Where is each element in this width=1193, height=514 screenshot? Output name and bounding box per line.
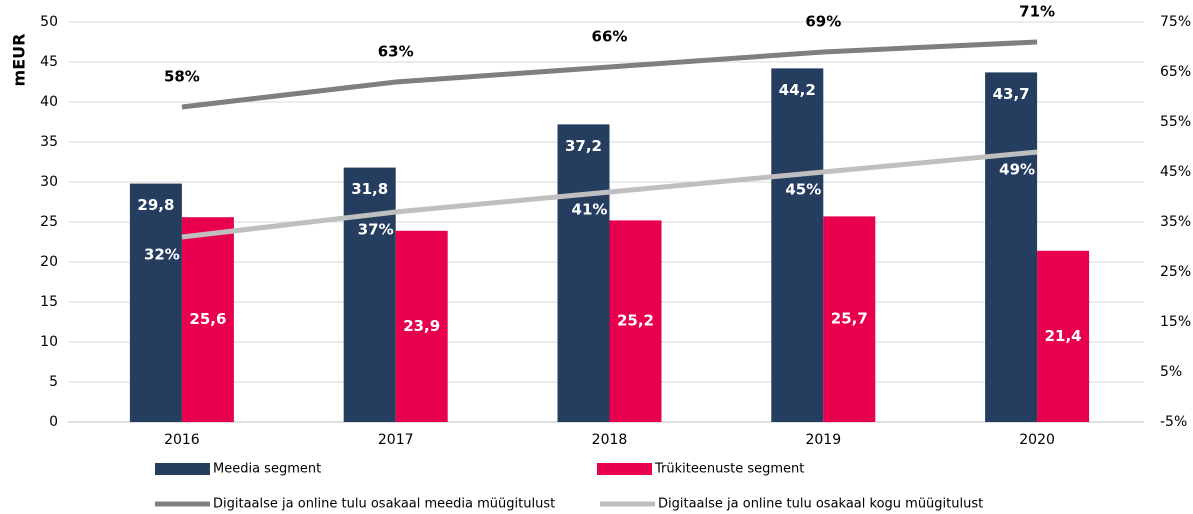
legend-label: Trükiteenuste segment (654, 462, 804, 477)
x-tick-label: 2018 (592, 432, 628, 448)
data-label: 32% (144, 246, 180, 264)
data-label: 58% (164, 68, 200, 86)
y2-tick-label: 75% (1160, 14, 1191, 30)
y-tick-label: 50 (40, 14, 58, 30)
data-label: 66% (592, 28, 628, 46)
y2-tick-label: 35% (1160, 214, 1191, 230)
y2-tick-label: 15% (1160, 314, 1191, 330)
data-label: 23,9 (403, 317, 440, 335)
y2-tick-label: 65% (1160, 64, 1191, 80)
y-tick-label: 30 (40, 174, 58, 190)
y-tick-label: 25 (40, 214, 58, 230)
y2-tick-label: 55% (1160, 114, 1191, 130)
data-label: 71% (1019, 3, 1055, 21)
y-axis-label: mEUR (10, 34, 29, 87)
y-tick-label: 0 (49, 414, 58, 430)
bar (985, 72, 1038, 423)
y-tick-label: 10 (40, 334, 58, 350)
x-tick-label: 2017 (378, 432, 414, 448)
bar (823, 216, 876, 422)
legend-label: Meedia segment (213, 462, 321, 477)
bar (1037, 250, 1090, 422)
data-label: 21,4 (1045, 327, 1082, 345)
data-label: 25,2 (617, 312, 654, 330)
legend-swatch (155, 463, 210, 475)
legend-label: Digitaalse ja online tulu osakaal kogu m… (658, 497, 983, 512)
y2-tick-label: 45% (1160, 164, 1191, 180)
data-label: 31,8 (351, 180, 388, 198)
y2-tick-label: 25% (1160, 264, 1191, 280)
data-label: 25,6 (189, 310, 226, 328)
data-label: 44,2 (779, 81, 816, 99)
data-label: 63% (378, 43, 414, 61)
x-tick-label: 2019 (805, 432, 841, 448)
data-label: 69% (805, 13, 841, 31)
bar (771, 68, 824, 423)
line (181, 39, 1038, 110)
data-label: 49% (999, 161, 1035, 179)
x-tick-label: 2016 (164, 432, 200, 448)
y-tick-label: 40 (40, 94, 58, 110)
data-label: 45% (785, 181, 821, 199)
bar (343, 167, 396, 422)
data-label: 29,8 (137, 196, 174, 214)
bar (181, 217, 234, 422)
bar (557, 124, 610, 423)
y-tick-label: 5 (49, 374, 58, 390)
data-label: 41% (572, 201, 608, 219)
data-label: 37% (358, 221, 394, 239)
line (181, 149, 1038, 240)
data-label: 37,2 (565, 137, 602, 155)
bar (395, 230, 448, 422)
y2-tick-label: -5% (1160, 414, 1187, 430)
y-tick-label: 20 (40, 254, 58, 270)
legend-label: Digitaalse ja online tulu osakaal meedia… (213, 497, 555, 512)
bar (129, 183, 182, 422)
data-label: 43,7 (993, 85, 1030, 103)
y-tick-label: 45 (40, 54, 58, 70)
x-tick-label: 2020 (1019, 432, 1055, 448)
data-label: 25,7 (831, 310, 868, 328)
y-tick-label: 35 (40, 134, 58, 150)
y2-tick-label: 5% (1160, 364, 1182, 380)
y-tick-label: 15 (40, 294, 58, 310)
legend-swatch (597, 463, 652, 475)
bar (609, 220, 662, 422)
